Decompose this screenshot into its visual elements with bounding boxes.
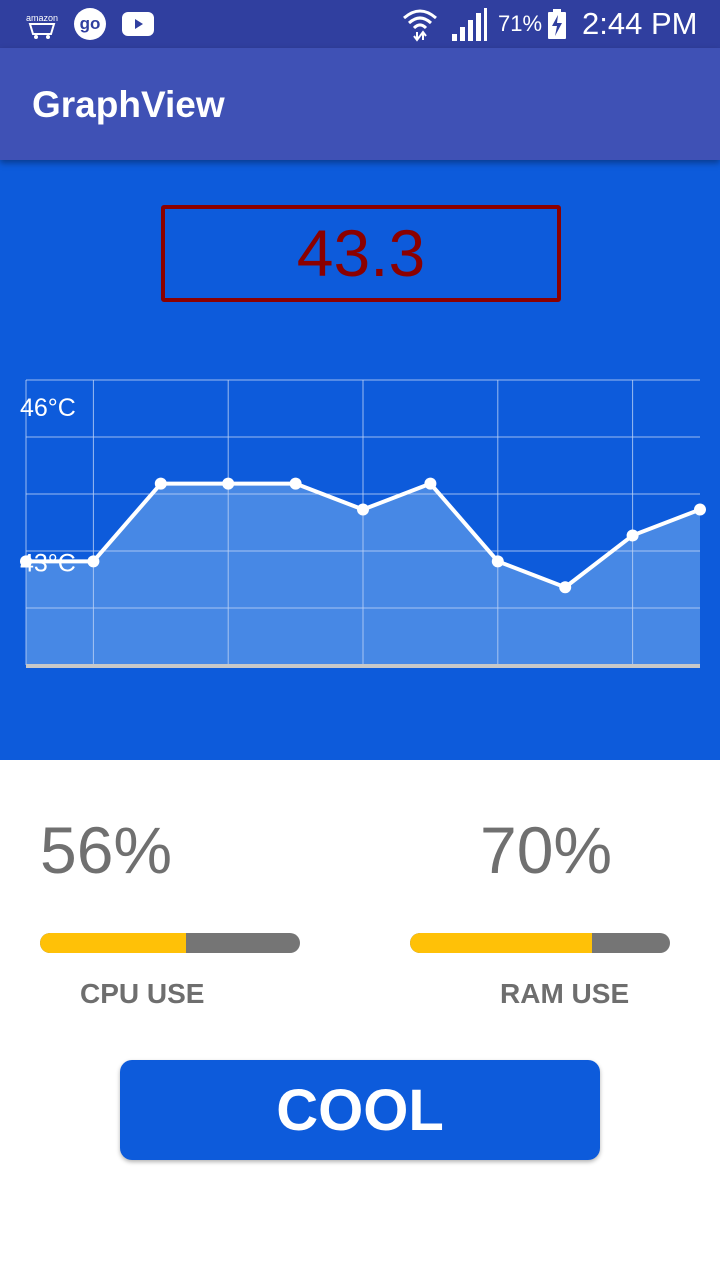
cpu-usage-label: CPU USE	[80, 978, 205, 1009]
graph-data-point	[626, 529, 639, 542]
graph-panel: 43.3 46°C 43°C	[0, 160, 720, 760]
graph-data-point	[424, 477, 437, 490]
graph-data-point	[289, 477, 302, 490]
go-icon-label: go	[79, 14, 101, 33]
status-time: 2:44 PM	[582, 6, 698, 41]
amazon-icon-label: amazon	[26, 13, 58, 23]
amazon-icon: amazon	[26, 13, 58, 39]
cpu-usage-bar-fill	[40, 933, 186, 953]
graph-data-point	[559, 581, 572, 594]
cpu-usage-bar	[40, 933, 300, 953]
app-bar: GraphView	[0, 48, 720, 160]
graph-data-point	[491, 555, 504, 568]
cool-button[interactable]: COOL	[120, 1060, 600, 1160]
go-icon: go	[74, 8, 106, 40]
temperature-value: 43.3	[296, 216, 426, 290]
cpu-usage-value: 56%	[40, 813, 173, 887]
graph-y-tick-label: 46°C	[20, 394, 76, 422]
graph-data-point	[357, 503, 369, 516]
graph-data-point	[87, 555, 100, 568]
wifi-icon	[403, 9, 437, 42]
graph-data-point	[222, 477, 235, 490]
signal-icon	[452, 8, 487, 41]
youtube-icon	[122, 12, 154, 36]
temperature-display: 43.3	[161, 205, 561, 302]
ram-usage-bar-fill	[410, 933, 592, 953]
graph-data-point	[154, 477, 167, 490]
ram-usage-label: RAM USE	[500, 978, 630, 1009]
temperature-graph: 46°C43°C	[20, 379, 706, 668]
graph-data-point	[694, 503, 706, 516]
app-title: GraphView	[32, 84, 225, 125]
ram-usage-bar	[410, 933, 670, 953]
status-bar: amazon go 71% 2:44 PM	[0, 0, 720, 48]
battery-percent: 71%	[498, 11, 543, 36]
battery-charging-icon	[548, 9, 566, 39]
graph-data-point	[20, 555, 32, 568]
ram-usage-value: 70%	[480, 813, 613, 887]
